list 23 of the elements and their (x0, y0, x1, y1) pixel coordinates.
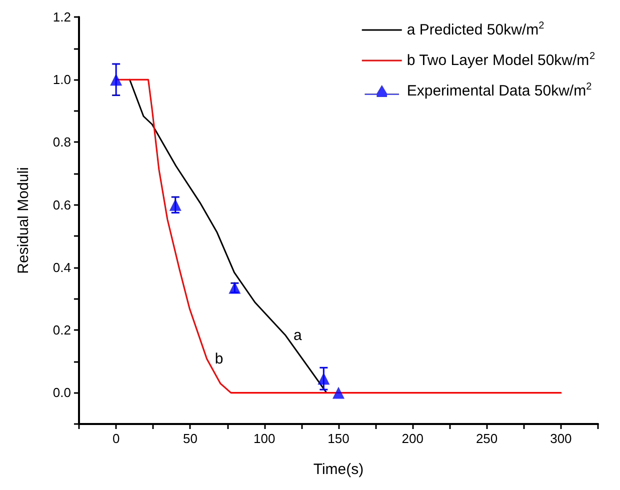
y-tick-label: 0.6 (52, 197, 71, 212)
point (318, 372, 330, 385)
y-tick-label: 0.4 (52, 260, 71, 275)
x-tick-label: 50 (182, 431, 198, 446)
point (332, 386, 344, 399)
x-tick-label: 150 (328, 431, 350, 446)
x-tick-label: 200 (402, 431, 424, 446)
y-tick-label: 0.2 (52, 322, 71, 338)
y-tick-label: 1.0 (52, 72, 71, 88)
line-series (128, 78, 328, 394)
x-tick-label: 300 (550, 431, 572, 446)
annotation: a (294, 326, 303, 344)
x-tick-label: 0 (112, 431, 120, 446)
x-tick-label: 100 (254, 431, 276, 446)
y-tick-label: 0.0 (52, 385, 71, 400)
y-tick-label: 1.2 (52, 10, 71, 24)
point (110, 74, 122, 86)
x-axis-title: Time(s) (313, 461, 364, 478)
x-tick-label: 250 (476, 431, 498, 446)
point (169, 198, 182, 211)
annotation: b (214, 350, 224, 368)
y-tick-label: 0.8 (52, 134, 71, 150)
y-axis-title: Residual Moduli (15, 167, 32, 274)
